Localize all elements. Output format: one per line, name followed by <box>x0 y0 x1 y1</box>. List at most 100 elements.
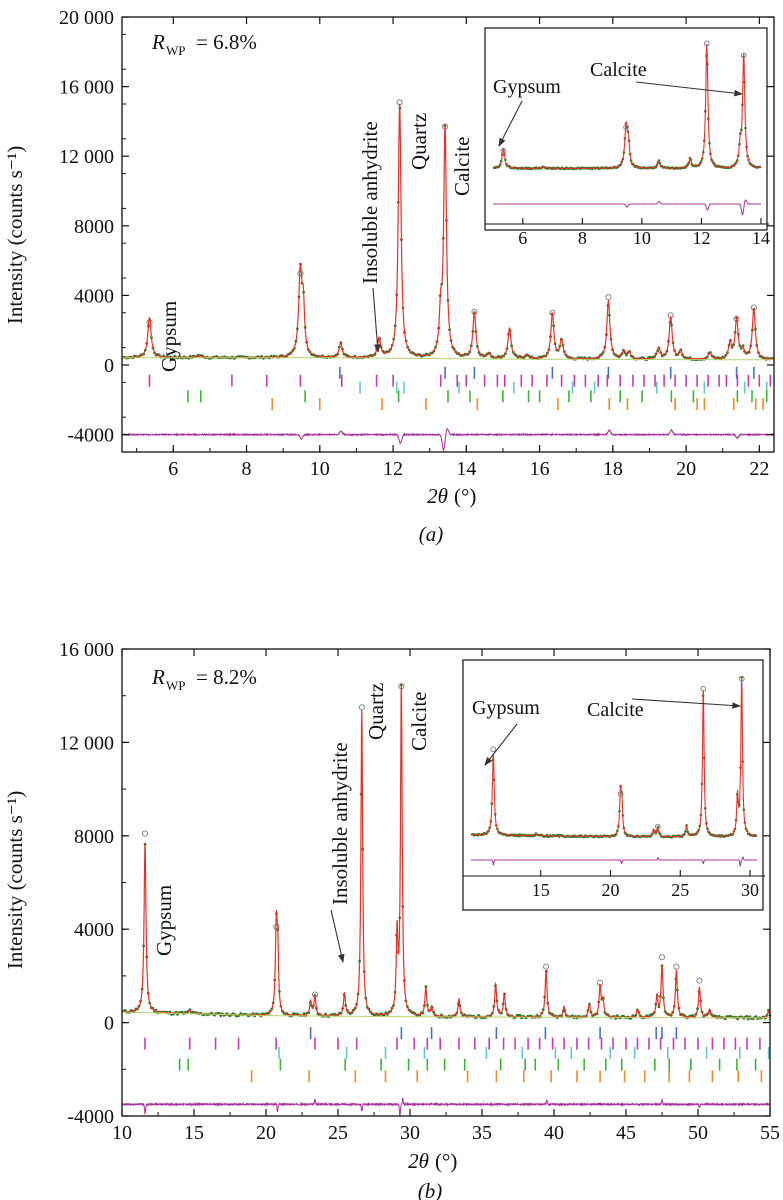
panel-a-rwp-value: = 6.8% <box>196 30 257 54</box>
panel-b-reflection-row-4 <box>178 1058 757 1071</box>
panel-a-inset-xtick-label: 10 <box>633 228 651 248</box>
panel-b-inset-xtick-label: 25 <box>671 880 689 900</box>
panel-b-inset-observed-marker <box>700 685 707 692</box>
panel-a-inset-xtick-label: 12 <box>692 228 710 248</box>
panel-b-inset-observed-marker <box>490 746 497 753</box>
panel-a-xtick-label: 18 <box>603 458 623 480</box>
panel-b-ytick-label: 8000 <box>74 826 114 848</box>
panel-b-inset-frame <box>462 659 764 911</box>
panel-b-observed-point <box>657 1005 661 1009</box>
panel-a-ytick-label: 20 000 <box>59 7 114 29</box>
panel-b-rwp-subscript: WP <box>166 678 186 693</box>
panel-a-annotation-calcite: Calcite <box>450 137 474 196</box>
panel-b-inset-calcite-arrow <box>631 698 742 709</box>
panel-a-ytick-label: 16 000 <box>59 77 114 99</box>
panel-a-ytick-label: -4000 <box>67 425 114 447</box>
panel-a-ytick-label: 0 <box>104 355 114 377</box>
panel-b-annotation-quartz: Quartz <box>364 683 388 740</box>
panel-b-annotation-calcite: Calcite <box>407 692 431 751</box>
panel-a-inset-observed-marker <box>500 148 507 155</box>
panel-b-inset: 15 20 25 30 Gypsum Calcite <box>462 659 765 911</box>
panel-a-xtick-label: 20 <box>676 458 696 480</box>
panel-b-inset-observed-marker <box>655 823 661 830</box>
panel-a-inset-calculated-series <box>493 44 762 169</box>
panel-b-reflection-row-1 <box>309 1027 678 1040</box>
panel-b-observed-marker <box>696 977 703 984</box>
panel-b-inset-observed-marker <box>617 791 624 797</box>
panel-b-observed-marker <box>141 830 149 837</box>
panel-b-figure-label: (b) <box>418 1179 443 1200</box>
panel-a-xtick-label: 16 <box>530 458 550 480</box>
panel-a-inset-plot <box>492 40 762 216</box>
panel-b-inset-xtick-label: 20 <box>602 880 620 900</box>
panel-b-inset-axis: 15 20 25 30 <box>463 870 765 900</box>
panel-b-rwp-value: = 8.2% <box>196 665 257 689</box>
panel-b-background-series <box>121 1011 770 1019</box>
panel-b-xlabel-unit: (°) <box>435 1149 457 1173</box>
panel-a-reflection-row-2 <box>148 374 772 387</box>
panel-a-figure-label: (a) <box>419 522 444 546</box>
panel-a-reflection-row-4 <box>187 390 768 403</box>
panel-a-inset-frame <box>484 27 768 231</box>
panel-b-annotation-gypsum: Gypsum <box>152 885 176 956</box>
panel-b-ytick-label: 0 <box>104 1013 114 1035</box>
panel-b-observed-point <box>518 1014 522 1017</box>
panel-b-xtick-label: 15 <box>184 1122 204 1144</box>
panel-b-xtick-label: 10 <box>112 1122 132 1144</box>
panel-b-xtick-label: 35 <box>472 1122 492 1144</box>
panel-a-inset-observed-marker <box>623 124 629 131</box>
panel-b-ytick-label: 12 000 <box>59 732 114 754</box>
panel-b-observed-point <box>424 985 428 989</box>
panel-b-inset-xtick-label: 30 <box>741 880 759 900</box>
panel-a-xtick-label: 10 <box>310 458 330 480</box>
panel-a-rwp-subscript: WP <box>166 43 186 58</box>
panel-a-annotation-anhydrite: Insoluble anhydrite <box>358 121 382 284</box>
panel-b-inset-calculated-series <box>471 677 757 838</box>
panel-a-inset-gypsum-arrow <box>498 100 523 147</box>
panel-b-xlabel-symbol: 2θ <box>408 1149 429 1173</box>
panel-a-rwp: R WP = 6.8% <box>151 30 257 58</box>
panel-a-reflection-row-1 <box>339 366 755 379</box>
panel-a-ytick-label: 4000 <box>74 285 114 307</box>
panel-a-inset-xtick-label: 6 <box>518 228 527 248</box>
panel-b-xtick-label: 45 <box>616 1122 636 1144</box>
panel-b-xtick-label: 25 <box>328 1122 348 1144</box>
panel-b-ytick-label: 16 000 <box>59 639 114 661</box>
panel-b-xtick-label: 20 <box>256 1122 276 1144</box>
panel-a-inset-observed-marker <box>703 40 710 47</box>
panel-a-anhydrite-arrow <box>372 287 381 354</box>
panel-b-observed-point <box>251 1012 255 1015</box>
panel-b-inset-difference-series <box>471 856 757 868</box>
panel-b-difference-series <box>121 1097 771 1116</box>
panel-a-ylabel: Intensity (counts s⁻¹) <box>3 146 27 324</box>
panel-a-inset-calcite-arrow <box>635 81 744 97</box>
panel-a: 6 8 10 12 14 16 18 20 22 -4000 0 4000 8000 12 000 16 0… <box>3 7 775 546</box>
panel-b-inset-xtick-label: 15 <box>532 880 550 900</box>
panel-b: 10 15 20 25 30 35 40 45 50 55 -4000 0 4000 8000 12 000… <box>3 639 780 1200</box>
panel-b-observed-marker <box>673 963 680 970</box>
panel-a-plot-area <box>121 99 775 452</box>
panel-b-observed-marker <box>658 954 666 961</box>
panel-b-observed-marker <box>543 963 550 970</box>
panel-b-annotation-anhydrite: Insoluble anhydrite <box>328 742 352 905</box>
panel-a-inset-observed-marker <box>740 52 747 59</box>
panel-b-inset-gypsum-arrow <box>484 723 518 766</box>
panel-b-inset-label-calcite: Calcite <box>587 699 644 721</box>
panel-a-annotation-gypsum: Gypsum <box>157 301 181 372</box>
panel-a-inset-label-gypsum: Gypsum <box>493 76 561 98</box>
panel-a-xlabel-symbol: 2θ <box>427 484 448 508</box>
panel-b-xtick-label: 55 <box>760 1122 780 1144</box>
panel-a-ytick-label: 8000 <box>74 216 114 238</box>
panel-a-difference-series <box>121 427 775 452</box>
panel-b-rwp: R WP = 8.2% <box>151 665 257 693</box>
panel-b-observed-point <box>745 1015 749 1018</box>
panel-a-inset-xtick-label: 8 <box>578 228 587 248</box>
panel-a-reflection-row-3 <box>359 381 768 394</box>
panel-b-reflection-row-3 <box>278 1047 770 1059</box>
panel-b-axes: 10 15 20 25 30 35 40 45 50 55 -4000 0 4000 8000 12 000… <box>59 639 780 1144</box>
panel-a-xtick-label: 22 <box>749 458 769 480</box>
panel-b-anhydrite-arrow <box>330 909 345 964</box>
panel-b-xtick-label: 50 <box>688 1122 708 1144</box>
panel-b-inset-label-gypsum: Gypsum <box>472 697 540 719</box>
panel-b-ytick-label: 4000 <box>74 919 114 941</box>
